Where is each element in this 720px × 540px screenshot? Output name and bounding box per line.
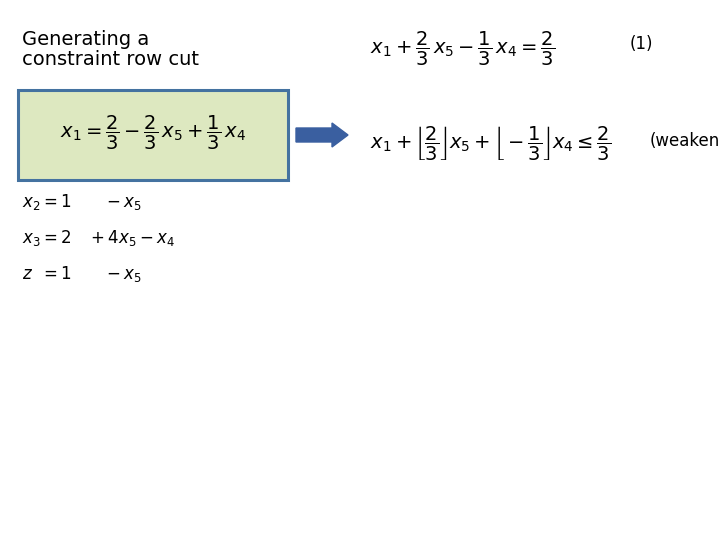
FancyBboxPatch shape xyxy=(18,90,288,180)
Text: $x_1 + \left\lfloor \dfrac{2}{3} \right\rfloor x_5 + \left\lfloor -\dfrac{1}{3} : $x_1 + \left\lfloor \dfrac{2}{3} \right\… xyxy=(370,125,611,163)
Text: $x_2 = 1\qquad - x_5$: $x_2 = 1\qquad - x_5$ xyxy=(22,192,142,212)
Text: (1): (1) xyxy=(630,35,654,53)
Text: $x_1 = \dfrac{2}{3} - \dfrac{2}{3}\,x_5 + \dfrac{1}{3}\,x_4$: $x_1 = \dfrac{2}{3} - \dfrac{2}{3}\,x_5 … xyxy=(60,114,246,152)
Text: (weaken): (weaken) xyxy=(650,132,720,150)
Text: $x_1 + \dfrac{2}{3}\,x_5 - \dfrac{1}{3}\,x_4 = \dfrac{2}{3}$: $x_1 + \dfrac{2}{3}\,x_5 - \dfrac{1}{3}\… xyxy=(370,30,555,68)
Text: $x_3 = 2\quad +4x_5 - x_4$: $x_3 = 2\quad +4x_5 - x_4$ xyxy=(22,228,175,248)
Text: $z \;\; = 1\qquad - x_5$: $z \;\; = 1\qquad - x_5$ xyxy=(22,264,142,284)
Text: Generating a: Generating a xyxy=(22,30,149,49)
Text: constraint row cut: constraint row cut xyxy=(22,50,199,69)
FancyArrow shape xyxy=(296,123,348,147)
